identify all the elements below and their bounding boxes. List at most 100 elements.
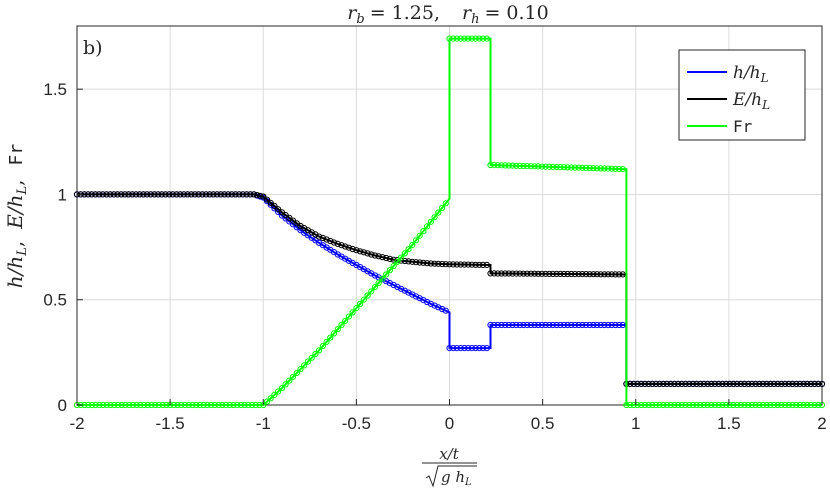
series-point-e-over-hl (206, 191, 213, 198)
series-point-e-over-hl (719, 380, 726, 387)
series-point-fr (137, 401, 144, 409)
series-point-fr (682, 401, 689, 409)
series-point-fr (297, 366, 304, 373)
series-point-fr (697, 401, 704, 409)
legend-label-main: h/h (733, 63, 761, 83)
series-point-fr (590, 165, 597, 172)
y-tick-label: 1 (58, 185, 67, 204)
series-point-e-over-hl (275, 206, 282, 213)
series-point-fr (85, 401, 92, 409)
series-point-e-over-hl (184, 191, 191, 198)
series-point-fr (741, 401, 748, 409)
series-point-fr (129, 401, 136, 409)
series-point-e-over-hl (379, 254, 386, 261)
series-point-e-over-hl (416, 259, 423, 266)
series-point-fr (571, 164, 579, 171)
series-point-fr (114, 401, 122, 409)
series-point-fr (759, 401, 767, 409)
legend-entry-e-over-hl: E/hL (687, 90, 770, 112)
series-point-fr (353, 305, 360, 312)
series-point-e-over-hl (260, 193, 267, 200)
series-point-e-over-hl (409, 258, 416, 265)
series-point-e-over-hl (804, 380, 811, 387)
series-point-fr (524, 163, 531, 170)
series-point-fr (483, 35, 490, 42)
series-point-e-over-hl (748, 380, 756, 387)
chart-title: rb = 1.25, rh = 0.10 (347, 2, 548, 27)
series-point-e-over-hl (476, 261, 483, 268)
series-line-h-over-hl (77, 193, 822, 385)
ylabel-sep1: , (3, 241, 27, 247)
series-point-e-over-hl (99, 191, 106, 198)
panel-label: b) (83, 37, 103, 59)
series-point-e-over-hl (708, 380, 715, 387)
series-point-e-over-hl (700, 380, 708, 387)
series-point-fr (301, 362, 308, 369)
x-tick-label: -0.5 (342, 414, 371, 433)
series-point-fr (516, 162, 524, 169)
series-layer (73, 35, 826, 409)
series-point-fr (645, 401, 652, 409)
series-point-fr (745, 401, 752, 409)
series-point-fr (601, 165, 608, 172)
series-point-fr (103, 401, 110, 409)
series-point-e-over-hl (516, 270, 524, 277)
series-point-fr (582, 164, 590, 171)
series-point-e-over-hl (582, 271, 590, 278)
series-point-fr (193, 401, 200, 409)
series-point-e-over-hl (349, 245, 356, 253)
series-point-fr (375, 279, 382, 286)
series-point-e-over-hl (807, 380, 815, 387)
xlabel-sqrt-sign (425, 465, 477, 488)
series-point-h-over-hl (560, 321, 568, 329)
series-point-fr (357, 300, 364, 307)
ylabel-sep2: , (3, 179, 27, 185)
legend-label: Fr (733, 117, 753, 136)
series-point-e-over-hl (498, 270, 505, 277)
series-point-e-over-hl (158, 191, 165, 198)
xlabel-denominator-sub: L (464, 477, 472, 488)
series-point-e-over-hl (734, 380, 741, 387)
series-point-e-over-hl (360, 249, 367, 256)
series-point-fr (608, 165, 615, 172)
series-point-fr (476, 35, 483, 42)
series-point-e-over-hl (487, 270, 494, 277)
series-point-h-over-hl (571, 321, 579, 329)
series-point-h-over-hl (442, 307, 449, 314)
series-point-fr (439, 204, 446, 211)
series-point-e-over-hl (513, 270, 520, 277)
series-point-e-over-hl (250, 191, 257, 198)
series-point-fr (520, 162, 527, 170)
series-point-fr (278, 385, 285, 392)
series-point-e-over-hl (793, 380, 800, 387)
series-point-fr (778, 401, 785, 409)
series-point-e-over-hl (92, 191, 99, 198)
series-point-e-over-hl (538, 270, 546, 277)
series-point-e-over-hl (752, 380, 759, 387)
series-point-h-over-hl (491, 321, 498, 329)
series-point-h-over-hl (513, 321, 520, 329)
series-point-fr (442, 200, 449, 207)
x-tick-label: -1 (256, 414, 271, 433)
series-point-fr (349, 309, 356, 316)
series-point-e-over-hl (535, 270, 542, 277)
series-point-fr (275, 388, 282, 395)
series-point-e-over-hl (202, 191, 210, 198)
series-point-h-over-hl (453, 345, 460, 352)
series-point-fr (424, 223, 431, 230)
series-point-fr (546, 163, 553, 170)
series-point-e-over-hl (319, 234, 326, 242)
series-point-fr (364, 292, 371, 299)
series-point-e-over-hl (345, 244, 352, 251)
series-point-fr (627, 401, 634, 409)
series-point-e-over-hl (527, 270, 535, 277)
series-point-fr (671, 401, 678, 409)
series-point-fr (557, 164, 564, 171)
series-point-e-over-hl (136, 191, 143, 198)
series-point-e-over-hl (789, 380, 796, 387)
legend-entry-h-over-hl: h/hL (687, 63, 769, 85)
series-point-e-over-hl (638, 380, 645, 387)
series-point-e-over-hl (494, 270, 501, 277)
series-point-e-over-hl (386, 255, 393, 262)
series-point-e-over-hl (180, 191, 187, 198)
